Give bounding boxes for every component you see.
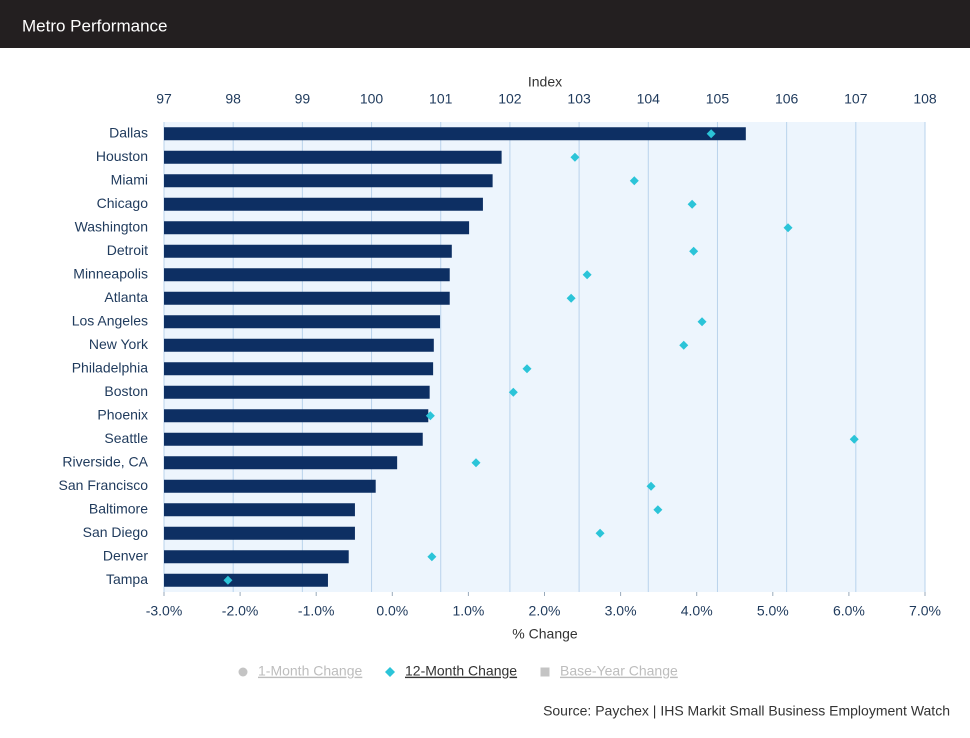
diamond-marker [653, 505, 663, 515]
bar [164, 291, 450, 305]
diamond-marker [508, 387, 518, 397]
diamond-marker [687, 199, 697, 209]
diamond-marker [566, 293, 576, 303]
diamond-marker [783, 223, 793, 233]
diamond-marker [697, 317, 707, 327]
category-label: Washington [75, 218, 148, 234]
diamond-marker [849, 434, 859, 444]
bar [164, 479, 376, 493]
legend-item[interactable]: 12-Month Change [405, 663, 517, 679]
bar [164, 432, 423, 446]
x-tick-label: -1.0% [298, 603, 335, 619]
bar [164, 573, 328, 587]
bar [164, 221, 470, 235]
diamond-marker [689, 246, 699, 256]
bar [164, 503, 355, 517]
category-label: Chicago [97, 195, 149, 211]
category-label: Los Angeles [72, 312, 148, 328]
x2-tick-label: 107 [844, 91, 868, 107]
x-axis-label: % Change [512, 626, 578, 642]
bar [164, 315, 441, 329]
bar [164, 174, 493, 188]
category-label: Tampa [106, 571, 148, 587]
x2-tick-label: 103 [567, 91, 591, 107]
bar [164, 409, 429, 423]
x2-tick-label: 108 [913, 91, 937, 107]
diamond-marker [646, 481, 656, 491]
x-tick-label: 2.0% [529, 603, 561, 619]
category-label: Boston [104, 383, 148, 399]
legend-marker [238, 667, 248, 677]
plot-area [164, 122, 925, 592]
diamond-marker [595, 528, 605, 538]
category-label: Dallas [109, 124, 148, 140]
category-label: Miami [111, 171, 148, 187]
bar [164, 127, 746, 141]
category-label: Seattle [104, 430, 148, 446]
bar [164, 268, 450, 282]
header-bar [0, 0, 970, 48]
bar [164, 244, 452, 258]
legend-marker [385, 667, 395, 677]
category-label: Philadelphia [72, 359, 148, 375]
x-tick-label: 5.0% [757, 603, 789, 619]
category-label: New York [89, 336, 149, 352]
category-label: Riverside, CA [62, 453, 148, 469]
category-label: Atlanta [104, 289, 148, 305]
diamond-marker [471, 458, 481, 468]
category-label: Minneapolis [73, 265, 148, 281]
x-tick-label: 3.0% [605, 603, 637, 619]
legend-item[interactable]: Base-Year Change [560, 663, 678, 679]
x-tick-label: 0.0% [376, 603, 408, 619]
x-tick-label: 4.0% [681, 603, 713, 619]
x2-tick-label: 101 [429, 91, 453, 107]
category-label: Baltimore [89, 500, 148, 516]
bar [164, 150, 502, 164]
diamond-marker [679, 340, 689, 350]
category-label: San Francisco [59, 477, 149, 493]
x2-tick-label: 102 [498, 91, 522, 107]
bar [164, 338, 434, 352]
x-tick-label: 1.0% [452, 603, 484, 619]
x2-axis-label: Index [528, 74, 562, 90]
category-label: Phoenix [97, 406, 148, 422]
x-tick-label: -2.0% [222, 603, 259, 619]
bar [164, 550, 349, 564]
x2-tick-label: 99 [295, 91, 311, 107]
diamond-marker [706, 129, 716, 139]
category-label: San Diego [83, 524, 149, 540]
diamond-marker [427, 552, 437, 562]
x2-tick-label: 104 [637, 91, 661, 107]
header-title: Metro Performance [22, 16, 168, 35]
x2-tick-label: 100 [360, 91, 384, 107]
diamond-marker [582, 270, 592, 280]
legend-marker [540, 667, 550, 677]
x-tick-label: -3.0% [146, 603, 183, 619]
x-tick-label: 7.0% [909, 603, 941, 619]
diamond-marker [629, 176, 639, 186]
bar [164, 385, 430, 399]
source: Source: Paychex | IHS Markit Small Busin… [543, 703, 950, 719]
x2-tick-label: 106 [775, 91, 799, 107]
bar [164, 362, 434, 376]
bar [164, 456, 398, 470]
x-tick-label: 6.0% [833, 603, 865, 619]
x2-tick-label: 97 [156, 91, 172, 107]
x2-tick-label: 105 [706, 91, 730, 107]
x2-tick-label: 98 [225, 91, 241, 107]
bar [164, 526, 355, 540]
diamond-marker [223, 575, 233, 585]
diamond-marker [570, 152, 580, 162]
legend-item[interactable]: 1-Month Change [258, 663, 363, 679]
bar [164, 197, 483, 211]
category-label: Detroit [107, 242, 148, 258]
category-label: Houston [96, 148, 148, 164]
category-label: Denver [103, 547, 148, 563]
diamond-marker [425, 411, 435, 421]
diamond-marker [522, 364, 532, 374]
